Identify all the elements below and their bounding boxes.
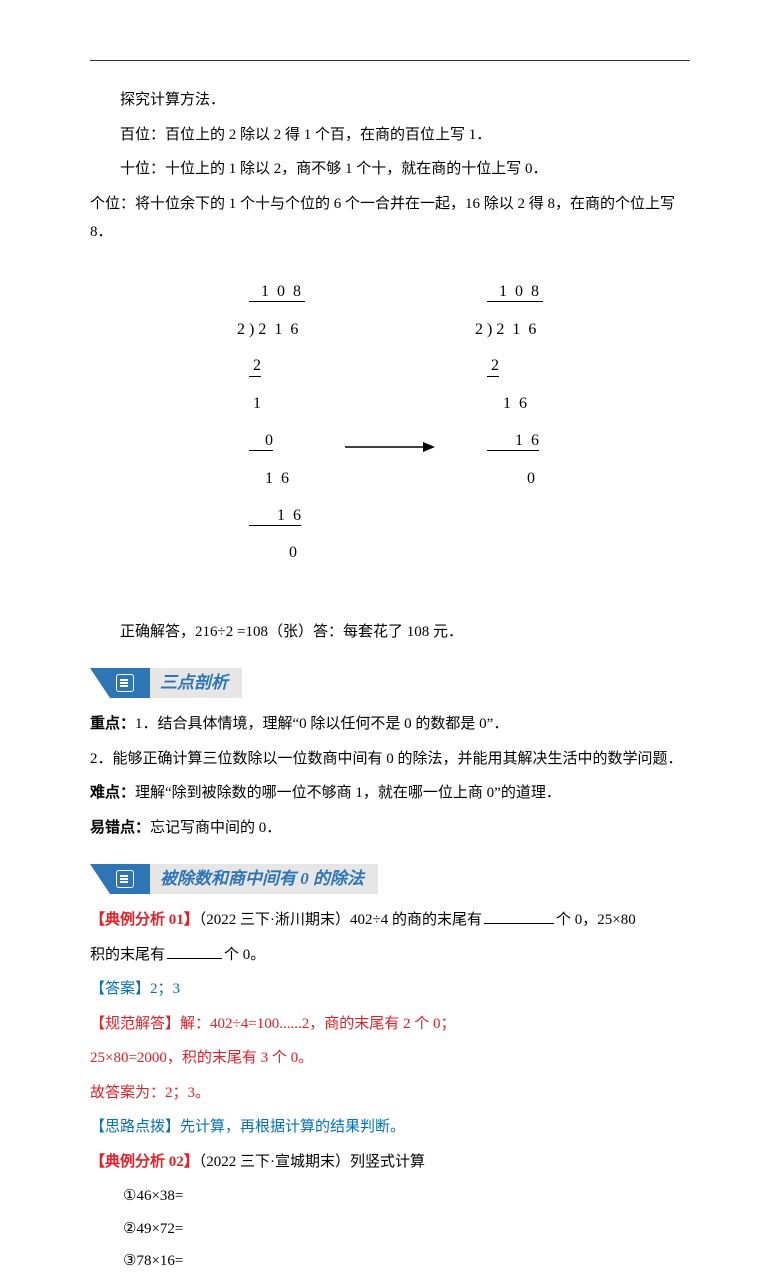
point-nandian: 难点：理解“除到被除数的哪一位不够商 1，就在哪一位上商 0”的道理．	[90, 779, 690, 808]
ex01-qa: 402÷4 的商的末尾有	[350, 912, 482, 928]
final-answer: 正确解答，216÷2 =108（张）答：每套花了 108 元．	[90, 618, 690, 647]
ex01-src: （2022 三下·淅川期末）	[199, 912, 350, 928]
ex01-sol-line2: 25×80=2000，积的末尾有 3 个 0。	[90, 1044, 690, 1073]
blank-1	[484, 911, 554, 925]
ans-tag: 【答案】	[90, 981, 150, 997]
banner-sandian: 三点剖析	[90, 668, 690, 698]
intro-line-2: 百位：百位上的 2 除以 2 得 1 个百，在商的百位上写 1．	[90, 121, 690, 150]
long-division-row: 1 0 8 2 ) 2 1 6 2 1 0 1 6 1 6 0 1 0 8 2 …	[90, 265, 690, 600]
nd-label: 难点：	[90, 785, 135, 801]
ex01-qb: 个 0，25×80	[556, 912, 636, 928]
ex01-answer: 【答案】2；3	[90, 975, 690, 1004]
top-rule	[90, 60, 690, 61]
intro-line-3: 十位：十位上的 1 除以 2，商不够 1 个十，就在商的十位上写 0．	[90, 155, 690, 184]
banner-title-1: 三点剖析	[150, 668, 242, 698]
ex02-i1: ①46×38=	[123, 1182, 690, 1211]
zd-label: 重点：	[90, 716, 135, 732]
example-01-line2: 积的末尾有 个 0。	[90, 941, 690, 970]
ex01-sol-line1: 【规范解答】解：402÷4=100......2，商的末尾有 2 个 0；	[90, 1010, 690, 1039]
zd-text: 1．结合具体情境，理解“0 除以任何不是 0 的数都是 0”．	[135, 716, 508, 732]
ans-val: 2；3	[150, 981, 180, 997]
ex01-tip: 【思路点拨】先计算，再根据计算的结果判断。	[90, 1113, 690, 1142]
point-zhongdian: 重点：1．结合具体情境，理解“0 除以任何不是 0 的数都是 0”．	[90, 710, 690, 739]
long-division-right: 1 0 8 2 ) 2 1 6 2 1 6 1 6 0	[475, 265, 543, 525]
nd-text: 理解“除到被除数的哪一位不够商 1，就在哪一位上商 0”的道理．	[135, 785, 561, 801]
tip-text: 先计算，再根据计算的结果判断。	[180, 1119, 405, 1135]
banner-title-2: 被除数和商中间有 0 的除法	[150, 864, 378, 894]
ex02-i3: ③78×16=	[123, 1247, 690, 1276]
blank-2	[167, 945, 222, 959]
arrow-icon	[345, 439, 435, 455]
ex02-src: （2022 三下·宣城期末）列竖式计算	[199, 1154, 425, 1170]
intro-line-4: 个位：将十位余下的 1 个十与个位的 6 个一合并在一起，16 除以 2 得 8…	[90, 190, 690, 247]
point-yicuo: 易错点：忘记写商中间的 0．	[90, 814, 690, 843]
ex02-i2: ②49×72=	[123, 1215, 690, 1244]
example-01: 【典例分析 01】（2022 三下·淅川期末）402÷4 的商的末尾有 个 0，2…	[90, 906, 690, 935]
long-division-left: 1 0 8 2 ) 2 1 6 2 1 0 1 6 1 6 0	[237, 265, 305, 600]
ex02-tag: 【典例分析 02】	[90, 1154, 199, 1170]
sol1: 解：402÷4=100......2，商的末尾有 2 个 0；	[180, 1016, 455, 1032]
ex01-q3: 个 0。	[224, 947, 265, 963]
note-icon	[116, 870, 134, 888]
ex01-q2: 积的末尾有	[90, 947, 165, 963]
tip-tag: 【思路点拨】	[90, 1119, 180, 1135]
sol-tag: 【规范解答】	[90, 1016, 180, 1032]
intro-line-1: 探究计算方法．	[90, 86, 690, 115]
ex01-tag: 【典例分析 01】	[90, 912, 199, 928]
example-02: 【典例分析 02】（2022 三下·宣城期末）列竖式计算	[90, 1148, 690, 1177]
yc-label: 易错点：	[90, 820, 150, 836]
banner-beichushu: 被除数和商中间有 0 的除法	[90, 864, 690, 894]
note-icon	[116, 674, 134, 692]
yc-text: 忘记写商中间的 0．	[150, 820, 281, 836]
point-zhongdian-2: 2．能够正确计算三位数除以一位数商中间有 0 的除法，并能用其解决生活中的数学问…	[90, 745, 690, 774]
